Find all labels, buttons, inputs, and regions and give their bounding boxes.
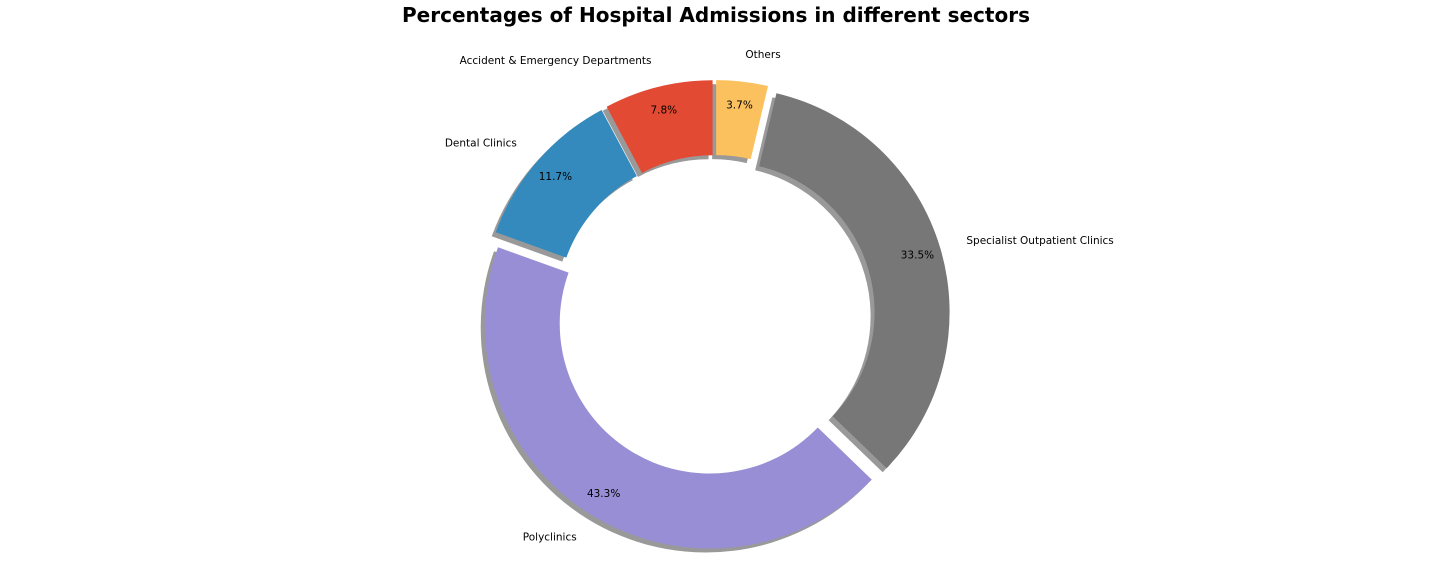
slice-pct-specialist-outpatient-clinics: 33.5% xyxy=(901,249,934,261)
slice-pct-others: 3.7% xyxy=(726,99,753,111)
slice-label-dental-clinics: Dental Clinics xyxy=(445,138,517,150)
slice-wedges xyxy=(484,80,950,549)
slice-label-polyclinics: Polyclinics xyxy=(523,532,577,544)
slice-label-accident-and-emergency-departments: Accident & Emergency Departments xyxy=(460,55,652,67)
slice-specialist-outpatient-clinics xyxy=(759,93,950,469)
chart-title: Percentages of Hospital Admissions in di… xyxy=(402,3,1030,27)
slice-others xyxy=(716,80,768,160)
slice-pct-dental-clinics: 11.7% xyxy=(539,171,572,183)
slice-labels: Accident & Emergency Departments 7.8% Dent… xyxy=(445,49,1114,544)
slice-label-others: Others xyxy=(745,49,780,61)
slice-pct-polyclinics: 43.3% xyxy=(587,488,620,500)
slice-label-specialist-outpatient-clinics: Specialist Outpatient Clinics xyxy=(966,235,1113,247)
slice-accident-and-emergency-departments xyxy=(606,80,713,173)
slice-pct-accident-and-emergency-departments: 7.8% xyxy=(650,104,677,116)
slice-dental-clinics xyxy=(495,109,637,258)
slice-polyclinics xyxy=(484,247,872,549)
